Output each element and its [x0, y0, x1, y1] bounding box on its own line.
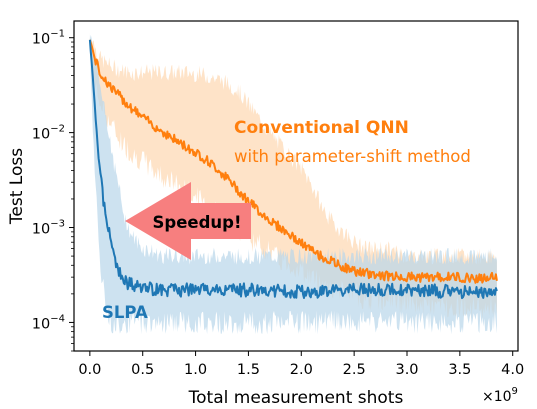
x-tick-label: 2.5 — [343, 362, 366, 378]
x-tick-label: 4.0 — [501, 362, 524, 378]
y-tick-label: 10−2 — [32, 124, 65, 143]
series-lines — [88, 39, 498, 300]
qnn-subtitle: with parameter-shift method — [234, 147, 471, 166]
y-tick-label: 10−4 — [32, 313, 65, 332]
x-tick-label: 3.0 — [395, 362, 418, 378]
qnn-title: Conventional QNN — [234, 118, 409, 138]
speedup-arrow: Speedup! — [125, 182, 251, 260]
conventional-qnn-band — [89, 37, 497, 319]
y-axis-ticks: 10−1 10−2 10−3 10−4 — [32, 29, 74, 352]
slpa-line — [88, 39, 498, 300]
plot-frame — [73, 20, 519, 352]
conventional-qnn-line — [88, 39, 498, 284]
x-tick-label: 0.5 — [131, 362, 154, 378]
x-tick-label: 1.5 — [237, 362, 260, 378]
speedup-arrow-shape — [125, 182, 251, 260]
speedup-label: Speedup! — [153, 213, 242, 232]
x-tick-label: 0.0 — [78, 362, 101, 378]
y-axis-label: Test Loss — [7, 148, 27, 225]
x-tick-label: 2.0 — [290, 362, 313, 378]
y-tick-label: 10−3 — [32, 219, 65, 238]
confidence-bands — [89, 32, 497, 335]
x-tick-label: 1.0 — [184, 362, 207, 378]
x-axis-ticks: 0.0 0.5 1.0 1.5 2.0 2.5 3.0 3.5 4.0 — [78, 351, 524, 378]
x-axis-multiplier: ×109 — [482, 386, 518, 405]
slpa-label: SLPA — [102, 303, 148, 322]
y-tick-label: 10−1 — [32, 29, 65, 48]
x-tick-label: 3.5 — [448, 362, 471, 378]
slpa-band — [89, 32, 497, 335]
x-axis-label: Total measurement shots — [188, 388, 404, 408]
